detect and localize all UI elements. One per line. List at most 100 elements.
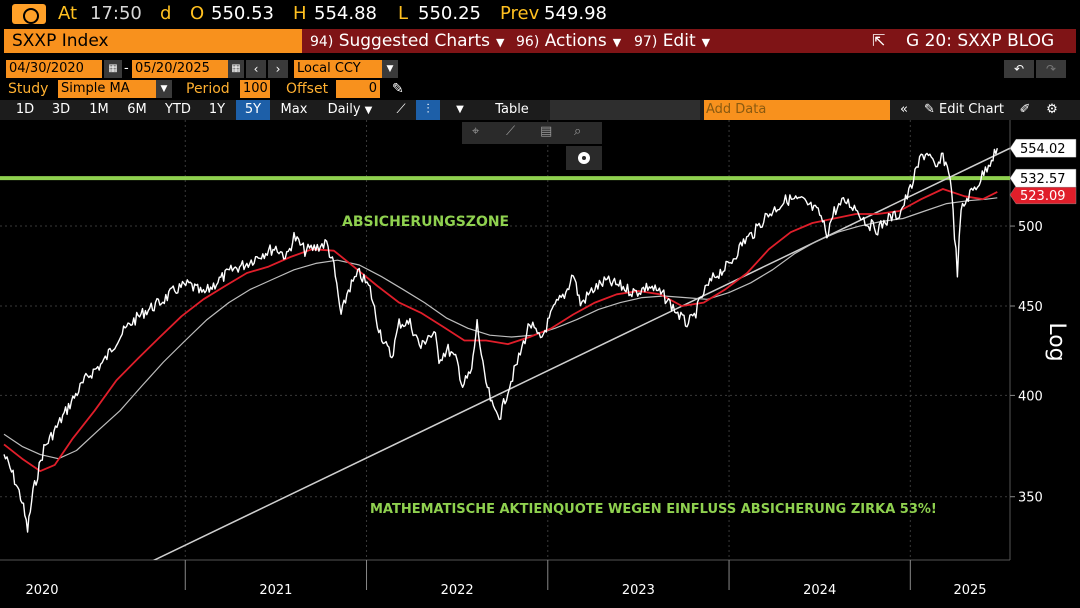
- edit-menu[interactable]: 97) Edit ▼: [626, 29, 724, 53]
- table-button[interactable]: Table: [476, 100, 548, 120]
- range-6m[interactable]: 6M: [120, 100, 154, 120]
- y-tick-label: 350: [1018, 491, 1043, 506]
- open-value: 550.53: [211, 3, 274, 24]
- next-period-button[interactable]: ›: [268, 60, 288, 78]
- caret-down-icon: ▼: [701, 36, 711, 49]
- range-1d[interactable]: 1D: [8, 100, 42, 120]
- line-tool-icon[interactable]: ⟋: [506, 124, 516, 139]
- chart-type-dropdown[interactable]: ▼: [452, 100, 468, 120]
- range-ytd[interactable]: YTD: [158, 100, 198, 120]
- x-tick-label: 2023: [622, 583, 655, 598]
- drawing-toolbar: ⌖ ⟋ ▤ ⌕: [462, 122, 602, 144]
- bloomberg-gauge-icon[interactable]: [12, 4, 46, 24]
- study-row: Study Simple MA ▼ Period 100 Offset 0 ✎: [0, 80, 1080, 98]
- end-date-field[interactable]: 05/20/2025: [132, 60, 228, 78]
- double-chevron-left-icon: «: [900, 102, 908, 117]
- range-label: Max: [280, 102, 308, 117]
- zoom-icon[interactable]: ⌕: [574, 124, 582, 139]
- x-axis: 2020 2021 2022 2023 2024 2025: [25, 560, 987, 598]
- command-bar: SXXP Index 94) Suggested Charts ▼ 96) Act…: [0, 29, 1080, 53]
- line-chart-button[interactable]: ⟋: [388, 100, 414, 120]
- bar-chart-button[interactable]: ⫶: [416, 100, 440, 120]
- study-dropdown-button[interactable]: ▼: [156, 80, 172, 98]
- actions-label: Actions: [544, 31, 607, 51]
- ohlc-icon: ⫶: [426, 102, 430, 117]
- period-label: Period: [186, 81, 230, 97]
- caret-down-icon: ▼: [496, 36, 505, 49]
- record-icon-inner: [582, 156, 586, 160]
- period-input[interactable]: 100: [240, 80, 270, 98]
- security-text: SXXP Index: [12, 31, 109, 51]
- undo-icon: ↶: [1013, 62, 1025, 76]
- range-label: 1D: [15, 102, 35, 117]
- caret-down-icon: ▼: [456, 104, 464, 115]
- range-3d[interactable]: 3D: [44, 100, 78, 120]
- currency-dropdown-button[interactable]: ▼: [382, 60, 398, 78]
- security-input[interactable]: SXXP Index: [4, 29, 302, 53]
- prev-period-button[interactable]: ‹: [246, 60, 266, 78]
- range-5y[interactable]: 5Y: [236, 100, 270, 120]
- moving-average-100-line: [3, 188, 998, 472]
- low-label: L: [398, 3, 409, 24]
- chevron-right-icon: ›: [275, 62, 281, 76]
- note-label: MATHEMATISCHE AKTIENQUOTE WEGEN EINFLUSS…: [370, 502, 937, 517]
- suggested-label: Suggested Charts: [338, 31, 491, 51]
- range-max[interactable]: Max: [274, 100, 314, 120]
- chevron-left-icon: ‹: [253, 62, 259, 76]
- range-label: 1M: [89, 102, 109, 117]
- table-label: Table: [495, 102, 529, 117]
- prev-value: 549.98: [544, 3, 607, 24]
- y-tick-label: 450: [1018, 300, 1043, 315]
- add-data-placeholder: Add Data: [706, 102, 767, 117]
- blog-label: G 20: SXXP BLOG: [906, 31, 1055, 51]
- start-date-field[interactable]: 04/30/2020: [6, 60, 102, 78]
- calendar-icon[interactable]: ▦: [228, 60, 244, 78]
- currency-select[interactable]: Local CCY: [294, 60, 382, 78]
- range-label: 1Y: [208, 102, 226, 117]
- crosshair-icon[interactable]: ⌖: [472, 124, 480, 139]
- open-label: O: [190, 3, 205, 24]
- moving-average-200-line: [3, 197, 998, 460]
- study-select[interactable]: Simple MA: [58, 80, 156, 98]
- collapse-button[interactable]: «: [894, 100, 914, 120]
- add-data-input[interactable]: Add Data: [704, 100, 890, 120]
- price-line: [3, 148, 998, 533]
- line-chart-icon: ⟋: [396, 102, 406, 117]
- settings-button[interactable]: ⚙: [1040, 100, 1064, 120]
- blog-bar[interactable]: ⇱ G 20: SXXP BLOG: [720, 29, 1076, 53]
- x-tick-label: 2024: [803, 583, 836, 598]
- date-row: 04/30/2020 ▦ - 05/20/2025 ▦ ‹ › Local CC…: [0, 60, 1080, 78]
- price-value-tag-text: 554.02: [1020, 142, 1066, 157]
- calendar-icon[interactable]: ▦: [104, 60, 122, 78]
- frequency-select[interactable]: Daily ▼: [318, 100, 382, 120]
- edit-label: Edit: [662, 31, 696, 51]
- edit-chart-label: Edit Chart: [939, 102, 1005, 117]
- pencil-icon[interactable]: ✎: [392, 81, 404, 97]
- annotate-button[interactable]: ✐: [1014, 100, 1036, 120]
- record-tool[interactable]: [566, 146, 602, 170]
- log-scale-label: Log: [1044, 322, 1069, 361]
- price-value-tag-box: [1009, 138, 1077, 158]
- end-date-text: 05/20/2025: [135, 61, 210, 76]
- range-1y[interactable]: 1Y: [202, 100, 232, 120]
- edit-chart-button[interactable]: ✎ Edit Chart: [918, 100, 1010, 120]
- price-chart[interactable]: 350 400 450 500 2020 2021 2022 2023 2024 2025 52…: [0, 120, 1080, 608]
- value-tags: 523.09 532.57 554.02: [1009, 138, 1077, 205]
- x-tick-label: 2020: [25, 583, 58, 598]
- period-value: 100: [243, 81, 268, 96]
- low-value: 550.25: [418, 3, 481, 24]
- offset-input[interactable]: 0: [336, 80, 380, 98]
- currency-text: Local CCY: [297, 61, 361, 76]
- range-1m[interactable]: 1M: [82, 100, 116, 120]
- notes-icon[interactable]: ▤: [540, 124, 553, 139]
- price-value-tag: 554.02: [1009, 138, 1077, 158]
- range-label: 6M: [127, 102, 147, 117]
- high-label: H: [293, 3, 307, 24]
- actions-menu[interactable]: 96) Actions ▼: [508, 29, 630, 53]
- undo-button[interactable]: ↶: [1004, 60, 1034, 78]
- suggested-charts-menu[interactable]: 94) Suggested Charts ▼: [302, 29, 512, 53]
- redo-button[interactable]: ↷: [1036, 60, 1066, 78]
- high-value: 554.88: [314, 3, 377, 24]
- actions-num: 96): [516, 34, 540, 50]
- pencil-icon: ✎: [923, 102, 935, 117]
